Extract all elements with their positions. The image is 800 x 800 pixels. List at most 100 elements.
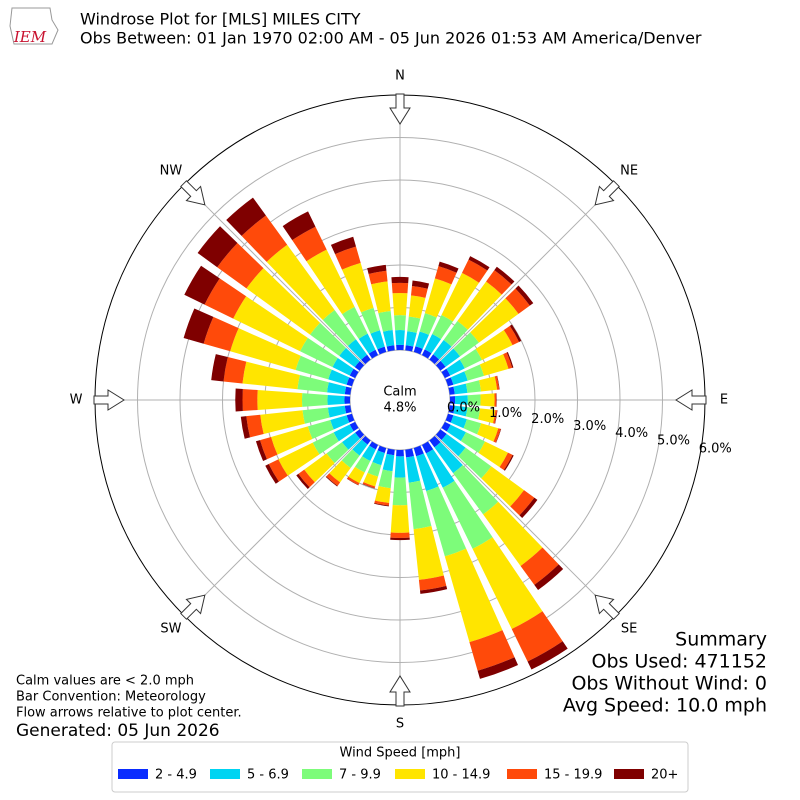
wind-bar-segment (307, 419, 334, 440)
legend-swatch (118, 769, 148, 779)
wind-bar-segment (333, 424, 354, 442)
wind-bar-segment (453, 383, 468, 395)
wind-bar-segment (394, 315, 406, 331)
legend-label: 5 - 6.9 (247, 768, 289, 783)
wind-bar-segment (467, 394, 481, 406)
wind-bar-segment (326, 442, 349, 464)
wind-bar-segment (453, 332, 479, 357)
wind-bar-segment (503, 454, 514, 471)
compass-arrow (93, 389, 125, 411)
spoke (435, 435, 617, 617)
wind-bar-segment (405, 448, 414, 458)
wind-bar-segment (441, 421, 451, 432)
wind-bar-segment (506, 352, 514, 368)
wind-bar-segment (349, 368, 359, 379)
wind-bar-segment (453, 465, 499, 515)
wind-bar-segment (330, 415, 350, 430)
wind-bar-segment (298, 469, 315, 488)
wind-bar-segment (204, 278, 247, 319)
wind-bar-segment (470, 298, 519, 343)
note: Calm values are < 2.0 mph (16, 674, 194, 689)
wind-bar-segment (480, 393, 495, 407)
r-tick-label: 1.0% (489, 406, 522, 421)
arrow-shape (180, 594, 206, 620)
wind-bar-segment (346, 413, 355, 423)
wind-bar-segment (342, 306, 368, 339)
wind-bar-segment (464, 364, 485, 381)
legend-label: 20+ (651, 768, 678, 783)
wind-bar-segment (441, 433, 466, 457)
wind-bar-segment (511, 611, 563, 662)
wind-bar-segment (235, 388, 243, 412)
wind-bar-segment (496, 393, 497, 407)
wind-bar-segment (429, 354, 440, 365)
wind-bar-segment (197, 226, 238, 268)
wind-bar-segment (493, 428, 501, 443)
wind-bar-segment (390, 537, 410, 541)
summary: Summary (675, 629, 767, 651)
wind-bar-segment (329, 460, 351, 483)
wind-bar-segment (494, 375, 500, 390)
wind-bar-segment (413, 445, 424, 457)
logo-outline (9, 7, 59, 45)
legend-box (111, 741, 689, 793)
summary: Avg Speed: 10.0 mph (563, 695, 767, 717)
r-tick-label: 5.0% (657, 433, 690, 448)
wind-bar-segment (330, 236, 356, 255)
r-tick-label: 6.0% (699, 441, 732, 456)
wind-bar-segment (443, 321, 468, 347)
note: Bar Convention: Meteorology (16, 690, 206, 705)
wind-bar-segment (327, 382, 347, 395)
wind-bar-segment (493, 410, 498, 424)
wind-bar-segment (344, 405, 352, 414)
wind-bar-segment (396, 344, 404, 351)
wind-bar-segment (450, 371, 468, 385)
arrow-shape (594, 180, 620, 206)
wind-bar-segment (260, 436, 278, 460)
wind-bar-segment (527, 641, 568, 670)
wind-bar-segment (390, 532, 410, 538)
wind-bar-segment (454, 395, 468, 405)
wind-bar-segment (325, 476, 338, 487)
wind-bar-segment (441, 272, 480, 322)
wind-bar-segment (342, 432, 361, 450)
wind-bar-segment (386, 345, 395, 352)
wind-bar-segment (468, 256, 490, 271)
wind-bar-segment (386, 448, 395, 456)
wind-bar-segment (246, 414, 264, 438)
r-tick-label: 2.0% (531, 412, 564, 427)
wind-bar-segment (415, 331, 429, 349)
wind-bar-segment (335, 246, 361, 270)
wind-bar-segment (346, 478, 359, 486)
calm-label: Calm (383, 385, 416, 400)
wind-bar-segment (362, 482, 376, 489)
wind-bar-segment (349, 421, 359, 432)
wind-bar-segment (499, 452, 513, 471)
wind-bar-segment (416, 453, 439, 491)
summary: Obs Without Wind: 0 (571, 673, 767, 695)
wind-bar-segment (347, 476, 360, 486)
wind-bar-segment (472, 537, 543, 630)
wind-bar-segment (391, 282, 409, 294)
wind-bar-segment (421, 349, 432, 359)
wind-bar-segment (420, 585, 448, 594)
wind-bar-segment (282, 211, 316, 241)
wind-bar-segment (370, 330, 385, 350)
note: Flow arrows relative to plot center. (16, 706, 242, 721)
compass-arrow (389, 675, 411, 707)
arrow-shape (389, 675, 411, 707)
wind-bar-segment (344, 386, 352, 395)
wind-bar-segment (361, 354, 371, 365)
wind-bar-segment (391, 276, 409, 284)
wind-bar-segment (510, 490, 535, 516)
wind-bar-segment (534, 564, 564, 591)
wind-bar-segment (301, 393, 328, 407)
wind-bar-segment (421, 441, 434, 454)
wind-bar-segment (347, 339, 368, 360)
wind-bar-segment (448, 405, 455, 414)
wind-bar-segment (240, 416, 251, 439)
wind-bar-segment (505, 288, 530, 314)
wind-bar-segment (408, 480, 432, 530)
wind-bar-segment (341, 449, 360, 468)
wind-bar-segment (327, 405, 347, 418)
